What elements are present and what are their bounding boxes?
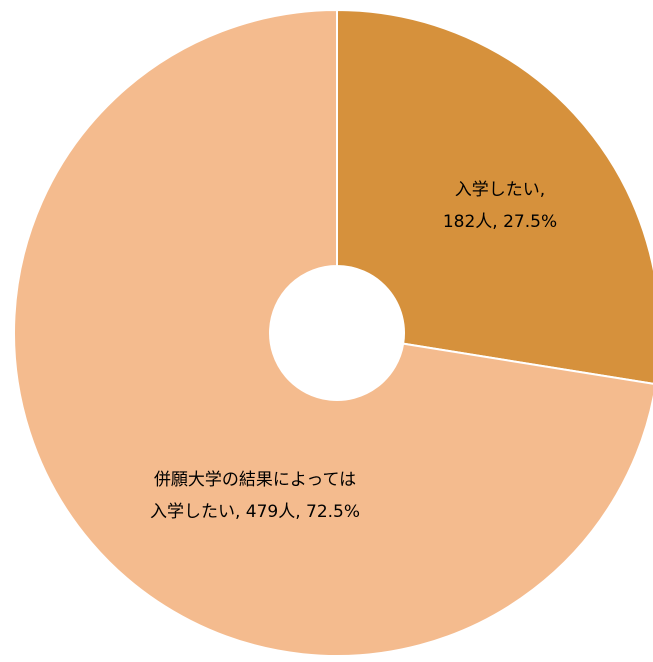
donut-slice bbox=[13, 8, 653, 657]
donut-slice bbox=[336, 8, 653, 385]
data-label: 入学したい, 479人, 72.5% bbox=[150, 502, 360, 522]
data-label: 182人, 27.5% bbox=[443, 212, 557, 232]
data-label: 併願大学の結果によっては bbox=[154, 470, 356, 490]
data-label: 入学したい, bbox=[455, 180, 545, 200]
